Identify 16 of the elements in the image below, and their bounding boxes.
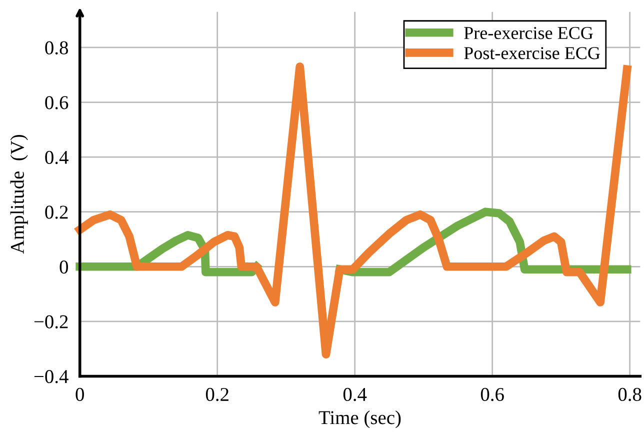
x-tick-label: 0.6: [480, 388, 504, 402]
x-tick-label: 0: [76, 388, 84, 402]
y-tick-label: 0.2: [45, 206, 68, 219]
y-tick-label: −0.2: [34, 315, 68, 328]
x-tick-label: 0.8: [618, 388, 642, 402]
x-tick-label: 0.4: [343, 388, 367, 402]
legend-label: Post-exercise ECG: [464, 47, 600, 60]
y-tick-label: 0.4: [45, 150, 68, 164]
y-tick-label: 0.6: [45, 96, 68, 110]
y-axis-title: Amplitude (V): [10, 134, 28, 254]
y-tick-label: 0.8: [45, 41, 68, 54]
y-tick-label: −0.4: [34, 370, 68, 384]
x-tick-label: 0.2: [206, 388, 228, 402]
legend-label: Pre-exercise ECG: [464, 26, 593, 40]
x-axis-title: Time (sec): [318, 410, 401, 428]
y-tick-label: 0: [60, 260, 68, 274]
